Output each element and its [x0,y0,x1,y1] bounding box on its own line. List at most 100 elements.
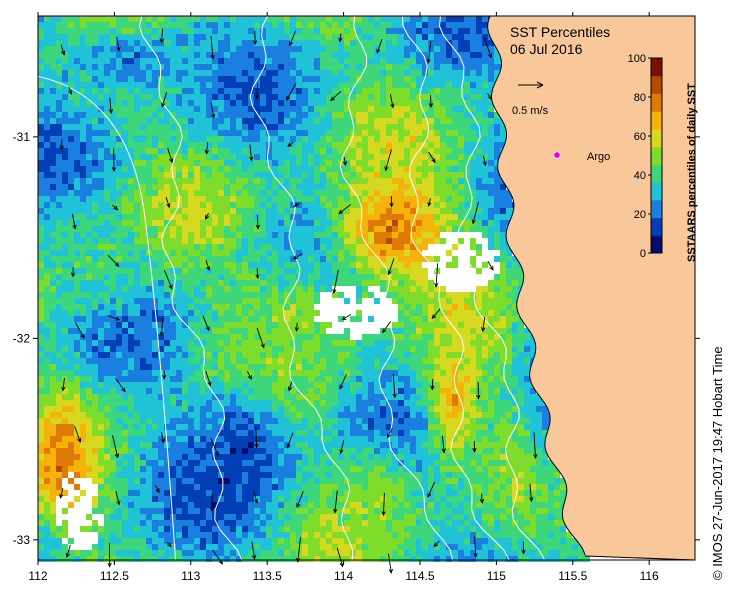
current-vector [289,30,296,46]
current-vector-head [392,393,397,399]
current-vector-head [59,145,64,151]
current-vector [286,432,294,448]
current-vector-head [253,40,258,46]
current-vector [431,308,441,319]
depth-contour [249,15,354,561]
current-vector-head [159,38,164,44]
current-vector [427,481,436,497]
current-vector-head [255,224,261,230]
current-vector [385,149,392,171]
current-vector [115,378,126,392]
colorbar-title: SSTAARS percentiles of daily SST [686,83,698,262]
map-frame [37,15,696,561]
argo-marker [553,151,561,159]
current-vector [339,374,347,389]
current-vector [59,487,64,498]
map-title: SST Percentiles [510,24,610,40]
current-vector [427,40,432,63]
current-vector [74,322,85,339]
current-vector [529,483,532,501]
colorbar-swatch [651,75,662,94]
current-vector-head [482,161,487,167]
current-vector-head [339,562,344,568]
current-vector-head [70,272,76,278]
current-vector-head [209,506,215,512]
current-vector-head [389,202,394,208]
current-vector-head [473,552,478,558]
current-vector [287,141,294,147]
map-date: 06 Jul 2016 [510,41,583,57]
current-vector-head [489,265,494,271]
current-vector [339,33,342,42]
x-tick-label: 112.5 [100,569,129,583]
colorbar-swatch [651,128,662,148]
current-vector [253,490,258,503]
credit-text: © IMOS 27-Jun-2017 19:47 Hobart Time [710,346,725,580]
current-vector [481,493,483,503]
current-vector-head [254,498,259,504]
current-vector [205,371,211,386]
depth-contour [37,75,177,561]
current-vector-head [68,89,73,95]
y-tick-label: -31 [13,130,31,144]
current-vector-head [111,167,117,172]
current-vector-head [206,266,211,272]
current-vector [107,254,119,267]
current-vector [74,426,81,443]
current-vector-head [387,270,392,276]
x-tick-label: 113.5 [253,569,282,583]
colorbar-tick-label: 0 [640,248,646,260]
current-vector [256,327,265,348]
current-vector-head [218,559,224,565]
current-vector [474,536,477,557]
current-vector [205,260,210,271]
current-vector [112,435,119,458]
current-vector [482,155,486,166]
current-vector-head [521,549,526,555]
current-vector-head [254,94,260,100]
colorbar-swatch [651,217,662,236]
current-vector [115,490,120,505]
colorbar-tick-label: 100 [628,53,646,65]
current-vector-head [433,542,439,548]
current-vector-head [161,102,166,108]
current-vector-head [341,315,347,321]
current-vector-head [205,214,210,220]
current-vector-head [338,37,343,43]
current-vector [256,83,259,99]
colorbar-swatch [651,182,662,201]
coastline [487,15,696,561]
current-vector [336,547,344,567]
current-vector [376,39,383,53]
current-vector-head [382,328,387,334]
current-vector [256,214,259,229]
current-vector-head [204,149,209,155]
current-vector-head [116,46,121,52]
x-tick-label: 112 [28,569,47,583]
current-vector [210,102,215,118]
current-vector [255,427,258,448]
y-tick-label: -33 [13,533,31,547]
colorbar-swatch [651,199,662,219]
colorbar-swatch [651,146,662,165]
current-vector [334,490,338,513]
current-vector-head [114,262,120,267]
current-vector-head [479,498,485,504]
colorbar-tick-label: 60 [634,131,646,143]
current-vector [333,269,339,293]
current-vector [330,91,342,101]
current-vector-head [207,381,212,387]
current-vector [256,268,259,279]
colorbar-swatch [651,111,662,130]
current-vector-head [390,103,395,109]
colorbar-frame [650,57,663,254]
current-vector-head [289,41,294,47]
current-vector-head [115,316,121,321]
current-vector [428,151,436,163]
current-vector [533,432,536,459]
current-vector-head [107,562,112,568]
current-vector [392,373,396,398]
current-vector-head [441,448,446,454]
depth-contour [138,15,243,561]
current-vector-head [292,255,298,260]
